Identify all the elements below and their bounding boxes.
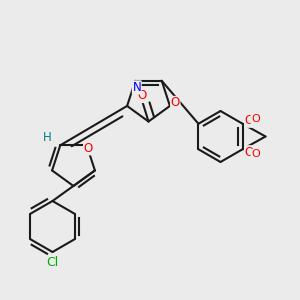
Text: O: O (171, 97, 180, 110)
Text: H: H (42, 131, 51, 144)
Text: O: O (138, 89, 147, 103)
Text: O: O (244, 146, 254, 159)
Text: Cl: Cl (46, 256, 58, 269)
Text: O: O (251, 114, 260, 124)
Text: O: O (251, 149, 260, 159)
Text: O: O (84, 142, 93, 155)
Text: N: N (132, 81, 141, 94)
Text: O: O (244, 114, 254, 127)
